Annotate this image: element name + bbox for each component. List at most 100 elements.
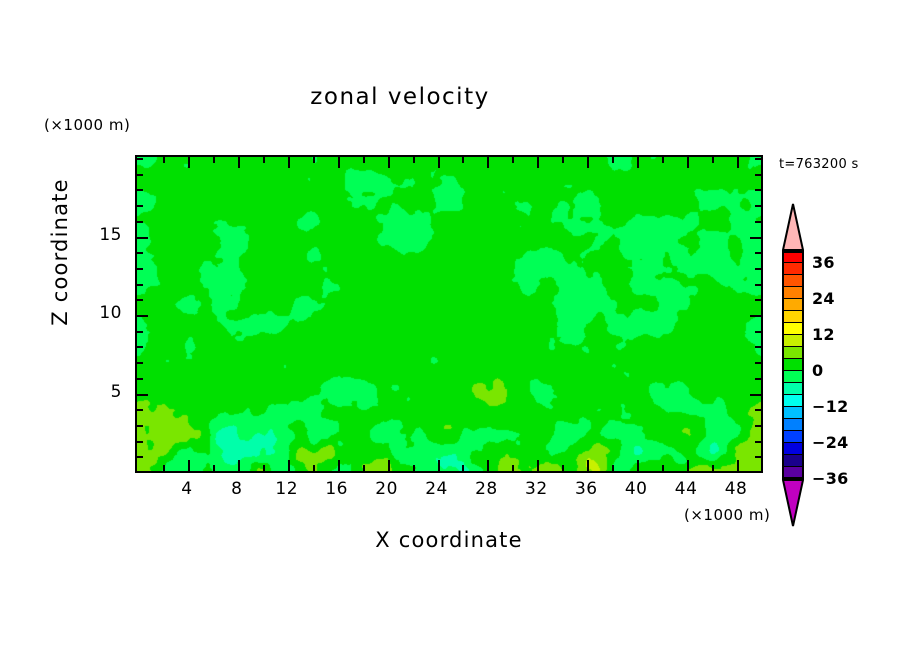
axis-tick	[137, 409, 143, 412]
axis-tick	[755, 424, 761, 427]
colorbar-tick-label: 12	[812, 325, 835, 344]
axis-tick	[137, 362, 143, 365]
colorbar-band	[782, 407, 804, 420]
axis-tick	[662, 157, 665, 163]
colorbar-band	[782, 287, 804, 300]
axis-tick	[755, 220, 761, 223]
colorbar-band	[782, 347, 804, 360]
colorbar-band	[782, 275, 804, 288]
axis-tick	[537, 460, 540, 471]
axis-tick	[137, 236, 148, 239]
axis-tick	[137, 440, 143, 443]
x-tick-label: 20	[375, 479, 398, 499]
axis-tick	[137, 205, 143, 208]
axis-tick	[137, 299, 143, 302]
axis-tick	[162, 465, 165, 471]
axis-tick	[237, 157, 240, 168]
axis-tick	[562, 157, 565, 163]
axis-tick	[362, 157, 365, 163]
axis-tick	[137, 456, 143, 459]
axis-tick	[137, 189, 143, 192]
colorbar-band	[782, 311, 804, 324]
x-tick-label: 40	[624, 479, 648, 499]
time-annotation: t=763200 s	[779, 157, 859, 172]
axis-tick	[755, 173, 761, 176]
axis-tick	[762, 157, 763, 163]
axis-tick	[562, 465, 565, 471]
axis-tick	[137, 346, 143, 349]
colorbar-under-arrow-icon	[782, 479, 804, 527]
axis-tick	[755, 299, 761, 302]
axis-tick	[312, 157, 315, 163]
axis-tick	[387, 460, 390, 471]
y-axis-title: Z coordinate	[48, 178, 72, 326]
z-axis-unit-label: (×1000 m)	[44, 116, 131, 134]
colorbar-tick-label: 0	[812, 361, 824, 380]
axis-tick	[212, 465, 215, 471]
axis-tick	[755, 158, 761, 160]
axis-tick	[262, 465, 265, 471]
colorbar-band	[782, 371, 804, 384]
axis-tick	[137, 173, 143, 176]
axis-tick	[162, 157, 165, 163]
contour-plot-area	[135, 155, 763, 473]
axis-tick	[187, 460, 190, 471]
axis-tick	[737, 157, 740, 168]
axis-tick	[755, 252, 761, 255]
axis-tick	[512, 465, 515, 471]
x-tick-label: 24	[425, 479, 448, 499]
axis-tick	[587, 157, 590, 168]
colorbar-band	[782, 335, 804, 348]
axis-tick	[137, 220, 143, 223]
x-axis-unit-label: (×1000 m)	[684, 506, 771, 524]
axis-tick	[537, 157, 540, 168]
axis-tick	[750, 236, 761, 239]
y-tick-label: 10	[99, 303, 122, 323]
axis-tick	[612, 465, 615, 471]
colorbar-band	[782, 419, 804, 432]
axis-tick	[755, 362, 761, 365]
axis-tick	[755, 440, 761, 443]
colorbar-tick-label: 36	[812, 253, 835, 272]
colorbar-band	[782, 323, 804, 336]
x-tick-label: 32	[525, 479, 548, 499]
axis-tick	[137, 393, 148, 396]
axis-tick	[512, 157, 515, 163]
axis-tick	[755, 330, 761, 333]
colorbar-tick-label: 24	[812, 289, 835, 308]
colorbar-band	[782, 251, 804, 264]
colorbar[interactable]	[782, 251, 804, 479]
axis-tick	[362, 465, 365, 471]
axis-tick	[137, 330, 143, 333]
axis-tick	[137, 377, 143, 380]
axis-tick	[137, 424, 143, 427]
axis-tick	[712, 157, 715, 163]
axis-tick	[755, 409, 761, 412]
axis-tick	[612, 157, 615, 163]
x-tick-label: 28	[475, 479, 498, 499]
page-title: zonal velocity	[310, 84, 490, 110]
x-tick-label: 4	[181, 479, 193, 499]
axis-tick	[637, 460, 640, 471]
axis-tick	[337, 157, 340, 168]
x-axis-title: X coordinate	[375, 528, 523, 552]
colorbar-band	[782, 467, 804, 479]
axis-tick	[137, 158, 143, 160]
y-tick-label: 15	[99, 224, 122, 245]
colorbar-band	[782, 455, 804, 468]
axis-tick	[287, 157, 290, 168]
x-tick-label: 44	[674, 479, 698, 499]
y-tick-label: 5	[110, 381, 122, 402]
colorbar-over-arrow-icon	[782, 203, 804, 251]
axis-tick	[187, 157, 190, 168]
axis-tick	[755, 267, 761, 270]
axis-tick	[387, 157, 390, 168]
axis-tick	[262, 157, 265, 163]
colorbar-tick-label: −24	[812, 433, 849, 452]
colorbar-band	[782, 443, 804, 456]
axis-tick	[137, 252, 143, 255]
axis-tick	[237, 460, 240, 471]
axis-tick	[412, 157, 415, 163]
axis-tick	[662, 465, 665, 471]
axis-tick	[587, 460, 590, 471]
